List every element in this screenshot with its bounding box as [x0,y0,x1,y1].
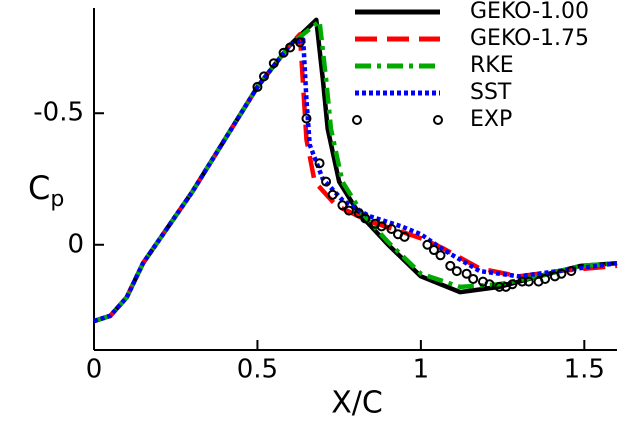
data-point [337,200,348,211]
legend-label: GEKO-1.75 [470,26,589,51]
data-point [327,189,338,200]
data-point [278,47,289,58]
data-point [461,268,472,279]
x-tick-label: 0 [86,355,103,385]
data-point [321,176,332,187]
data-point [484,279,495,290]
y-tick-label: 0 [67,229,84,259]
y-label-main: C [28,169,50,207]
data-point [517,276,528,287]
series-line [93,18,618,324]
legend-label: GEKO-1.00 [470,0,589,24]
data-point [294,37,305,48]
data-point [566,266,577,277]
data-point [468,273,479,284]
data-point [428,245,439,256]
data-point [435,250,446,261]
data-point [556,268,567,279]
x-tick-label: 1.5 [564,355,605,385]
data-point [360,213,371,224]
data-point [314,158,325,169]
data-point [451,266,462,277]
y-label-sub: p [50,187,64,212]
data-point [376,221,387,232]
legend-marker [433,115,443,125]
data-point [258,71,269,82]
legend-label: EXP [470,107,512,132]
data-point [301,113,312,124]
data-point [285,42,296,53]
y-axis-label: Cp [28,169,64,212]
data-point [399,231,410,242]
x-axis-label: X/C [331,386,383,421]
data-point [507,279,518,290]
data-point [268,58,279,69]
data-point [343,205,354,216]
data-point [494,281,505,292]
data-point [252,81,263,92]
legend-label: RKE [470,53,514,78]
data-point [523,276,534,287]
data-point [422,239,433,250]
series-line [93,37,618,324]
data-point [445,260,456,271]
x-tick-label: 1 [413,355,430,385]
legend-marker [352,115,362,125]
data-point [353,208,364,219]
data-point [540,273,551,284]
x-tick-label: 0.5 [237,355,278,385]
data-point [386,223,397,234]
y-tick-label: -0.5 [33,98,84,128]
legend-label: SST [470,80,512,105]
